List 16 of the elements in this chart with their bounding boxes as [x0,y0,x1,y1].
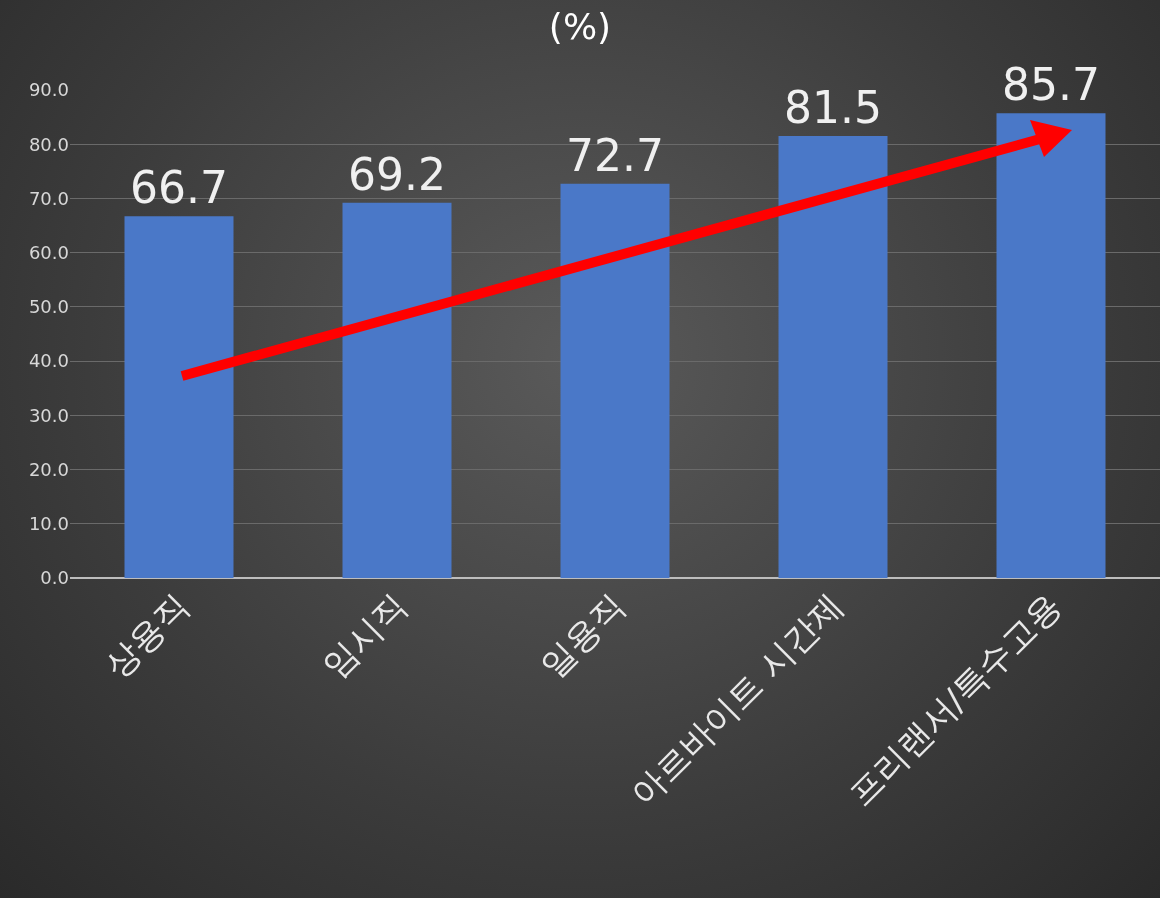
y-tick-label: 30.0 [28,404,69,426]
y-tick-label: 50.0 [28,296,69,318]
data-label: 72.7 [566,129,664,181]
data-label: 85.7 [1002,59,1100,111]
chart-title: (%) [548,5,612,47]
y-tick-label: 70.0 [28,187,69,209]
data-label: 81.5 [784,82,882,134]
y-tick-label: 40.0 [28,350,69,372]
data-label: 66.7 [130,162,228,214]
y-tick-label: 80.0 [28,133,69,155]
y-tick-label: 60.0 [28,241,69,263]
y-tick-label: 0.0 [40,567,69,589]
y-tick-label: 90.0 [28,79,69,101]
y-tick-label: 10.0 [28,513,69,535]
y-tick-label: 20.0 [28,458,69,480]
data-label: 69.2 [348,148,446,200]
